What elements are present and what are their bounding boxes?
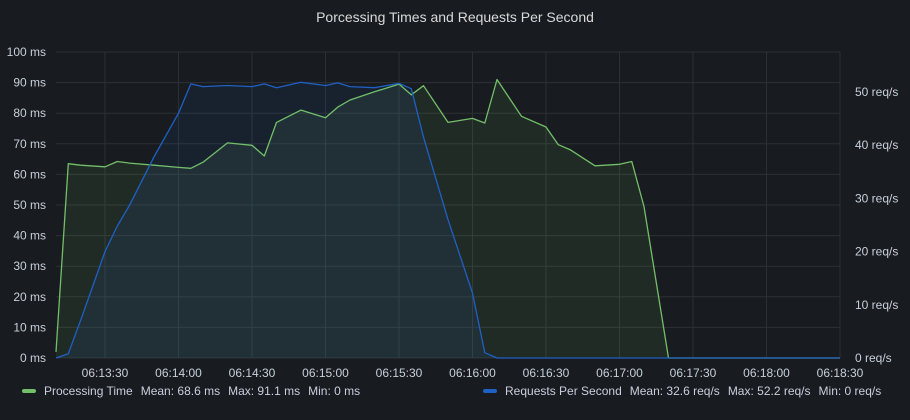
y-right-tick-label: 50 req/s: [855, 85, 898, 99]
legend-stat-min-requests: Min: 0 req/s: [818, 384, 882, 398]
y-right-tick-label: 40 req/s: [855, 138, 898, 152]
x-tick-label: 06:17:30: [670, 366, 717, 380]
y-left-tick-label: 10 ms: [13, 320, 46, 334]
y-left-tick-label: 50 ms: [13, 198, 46, 212]
y-left-tick-label: 100 ms: [7, 45, 46, 59]
requests-per-second-line: [55, 81, 840, 359]
legend-stat-min-processing: Min: 0 ms: [308, 384, 361, 398]
legend-swatch-requests: [483, 389, 497, 393]
x-tick-label: 06:16:30: [523, 366, 570, 380]
y-right-tick-label: 20 req/s: [855, 245, 898, 259]
time-series-chart[interactable]: 0 ms 10 ms 20 ms 30 ms 40 ms 50 ms 60 ms 70 ms 8…: [0, 0, 910, 380]
grid-lines: [56, 51, 841, 359]
x-tick-label: 06:15:00: [302, 366, 349, 380]
y-axis-left-ticks: 0 ms 10 ms 20 ms 30 ms 40 ms 50 ms 60 ms 70 ms 8…: [7, 45, 46, 365]
x-tick-label: 06:18:30: [817, 366, 864, 380]
legend-stat-mean-processing: Mean: 68.6 ms: [140, 384, 221, 398]
legend-label-requests: Requests Per Second: [505, 384, 622, 398]
y-right-tick-label: 0 req/s: [855, 351, 892, 365]
series-lines: [55, 78, 840, 359]
legend-item-processing-time[interactable]: Processing Time Mean: 68.6 ms Max: 91.1 …: [22, 384, 360, 398]
legend-stat-max-requests: Max: 52.2 req/s: [727, 384, 811, 398]
legend-item-requests-per-second[interactable]: Requests Per Second Mean: 32.6 req/s Max…: [483, 384, 881, 398]
legend: Processing Time Mean: 68.6 ms Max: 91.1 …: [0, 384, 910, 404]
y-left-tick-label: 40 ms: [13, 229, 46, 243]
y-left-tick-label: 20 ms: [13, 290, 46, 304]
x-tick-label: 06:14:30: [229, 366, 276, 380]
y-axis-right-ticks: 0 req/s 10 req/s 20 req/s 30 req/s 40 req/s 5…: [855, 85, 898, 365]
y-left-tick-label: 70 ms: [13, 137, 46, 151]
x-tick-label: 06:14:00: [155, 366, 202, 380]
y-left-tick-label: 80 ms: [13, 106, 46, 120]
x-tick-label: 06:17:00: [596, 366, 643, 380]
x-axis-ticks: 06:13:30 06:14:00 06:14:30 06:15:00 06:15:30…: [82, 366, 864, 380]
y-left-tick-label: 0 ms: [20, 351, 46, 365]
x-tick-label: 06:18:00: [743, 366, 790, 380]
legend-label-processing: Processing Time: [44, 384, 133, 398]
panel-title: Porcessing Times and Requests Per Second: [316, 9, 594, 25]
y-left-tick-label: 30 ms: [13, 259, 46, 273]
y-left-tick-label: 90 ms: [13, 76, 46, 90]
legend-stat-mean-requests: Mean: 32.6 req/s: [629, 384, 720, 398]
legend-swatch-processing: [22, 389, 36, 393]
x-tick-label: 06:15:30: [376, 366, 423, 380]
y-right-tick-label: 30 req/s: [855, 191, 898, 205]
y-right-tick-label: 10 req/s: [855, 298, 898, 312]
x-tick-label: 06:13:30: [82, 366, 129, 380]
y-left-tick-label: 60 ms: [13, 167, 46, 181]
legend-stat-max-processing: Max: 91.1 ms: [228, 384, 301, 398]
x-tick-label: 06:16:00: [449, 366, 496, 380]
